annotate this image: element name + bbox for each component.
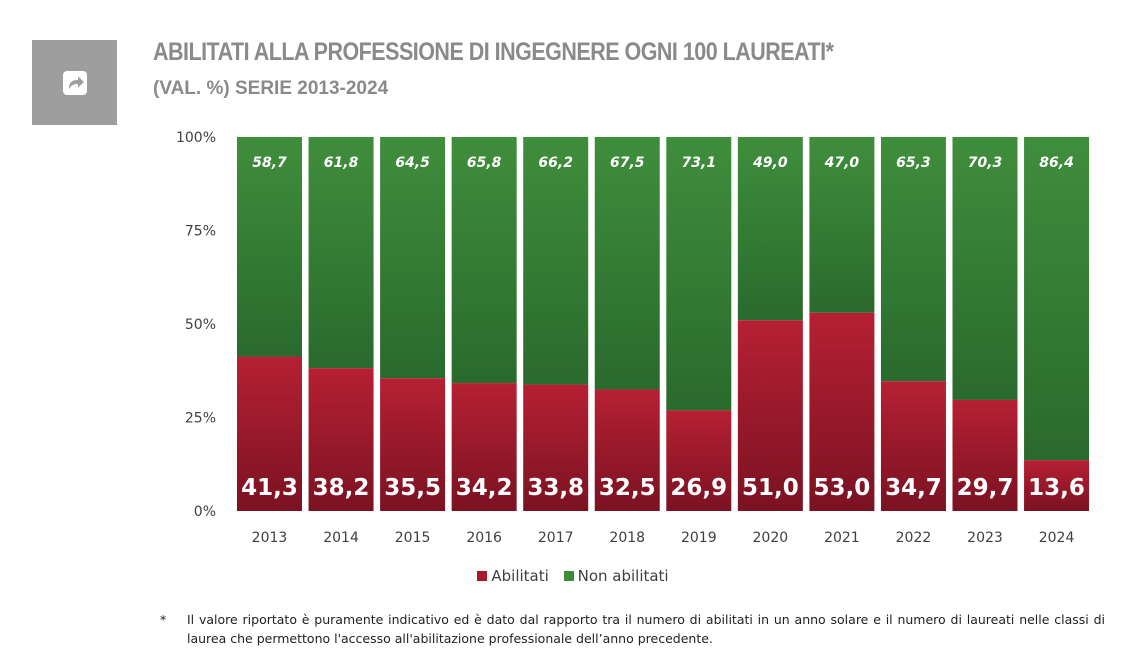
x-tick-label-2021: 2021 <box>824 530 860 546</box>
x-tick-label-2019: 2019 <box>681 530 717 546</box>
bar-abilitati-2021 <box>809 312 875 511</box>
footnote-marker: * <box>160 612 167 627</box>
data-label-non-abilitati-2016: 65,8 <box>467 155 502 171</box>
chart-title: ABILITATI ALLA PROFESSIONE DI INGEGNERE … <box>153 38 834 66</box>
bar-abilitati-2019 <box>666 410 732 511</box>
bar-non-abilitati-2022 <box>880 137 946 382</box>
footnote: * Il valore riportato è puramente indica… <box>160 610 1105 648</box>
x-tick-label-2017: 2017 <box>538 530 574 546</box>
bar-non-abilitati-2023 <box>952 137 1018 400</box>
data-label-non-abilitati-2013: 58,7 <box>252 155 287 171</box>
data-label-abilitati-2015: 35,5 <box>384 475 441 501</box>
bar-non-abilitati-2013 <box>237 137 302 357</box>
bar-abilitati-2023 <box>952 399 1018 511</box>
data-label-abilitati-2016: 34,2 <box>456 475 513 501</box>
y-tick-label: 75% <box>185 224 216 240</box>
y-tick-label: 25% <box>185 411 216 427</box>
data-label-non-abilitati-2022: 65,3 <box>896 155 931 171</box>
y-tick-label: 50% <box>185 317 216 333</box>
data-label-abilitati-2018: 32,5 <box>599 475 656 501</box>
bar-abilitati-2020 <box>737 320 803 511</box>
data-label-non-abilitati-2023: 70,3 <box>968 155 1003 171</box>
bar-non-abilitati-2021 <box>809 137 875 313</box>
chart-legend: Abilitati Non abilitati <box>0 567 1146 585</box>
bar-abilitati-2013 <box>237 356 302 511</box>
bar-non-abilitati-2017 <box>523 137 589 385</box>
data-label-non-abilitati-2015: 64,5 <box>395 155 430 171</box>
x-tick-label-2023: 2023 <box>967 530 1003 546</box>
bar-non-abilitati-2016 <box>451 137 517 384</box>
bar-abilitati-2018 <box>594 389 660 511</box>
bar-abilitati-2014 <box>308 368 374 511</box>
bar-abilitati-2015 <box>380 378 446 511</box>
data-label-abilitati-2019: 26,9 <box>670 475 727 501</box>
data-label-non-abilitati-2017: 66,2 <box>538 155 573 171</box>
bar-non-abilitati-2020 <box>737 137 803 321</box>
bar-non-abilitati-2015 <box>380 137 446 379</box>
data-label-non-abilitati-2024: 86,4 <box>1039 155 1074 171</box>
legend-swatch-abilitati <box>477 571 488 581</box>
bar-non-abilitati-2014 <box>308 137 374 369</box>
data-label-abilitati-2022: 34,7 <box>885 475 942 501</box>
legend-item-abilitati: Abilitati <box>477 567 549 585</box>
bar-abilitati-2016 <box>451 383 517 511</box>
legend-label-abilitati: Abilitati <box>491 567 549 585</box>
x-tick-label-2018: 2018 <box>609 530 645 546</box>
y-tick-label: 100% <box>176 130 216 146</box>
data-label-abilitati-2020: 51,0 <box>742 475 799 501</box>
bar-non-abilitati-2018 <box>594 137 660 390</box>
x-tick-label-2016: 2016 <box>466 530 502 546</box>
data-label-non-abilitati-2020: 49,0 <box>752 155 788 171</box>
bar-abilitati-2024 <box>1024 460 1090 511</box>
data-label-abilitati-2013: 41,3 <box>241 475 298 501</box>
x-tick-label-2014: 2014 <box>323 530 359 546</box>
x-tick-label-2015: 2015 <box>395 530 431 546</box>
bar-abilitati-2022 <box>880 381 946 511</box>
chart-subtitle: (VAL. %) SERIE 2013-2024 <box>153 78 389 99</box>
stacked-bar-chart: 0% 25% 50% 75% 100% 2013 2014 2015 2016 2017 2018 2… <box>176 130 1090 546</box>
footnote-text: Il valore riportato è puramente indicati… <box>187 612 1105 646</box>
y-tick-label: 0% <box>194 504 216 520</box>
x-tick-label-2022: 2022 <box>896 530 932 546</box>
data-label-non-abilitati-2021: 47,0 <box>824 155 860 171</box>
x-tick-label-2020: 2020 <box>753 530 789 546</box>
legend-swatch-non-abilitati <box>563 571 574 581</box>
data-label-non-abilitati-2018: 67,5 <box>610 155 645 171</box>
bar-non-abilitati-2024 <box>1024 137 1090 461</box>
x-tick-label-2024: 2024 <box>1039 530 1075 546</box>
data-label-abilitati-2023: 29,7 <box>957 475 1014 501</box>
data-label-abilitati-2021: 53,0 <box>814 475 871 501</box>
bar-non-abilitati-2019 <box>666 137 732 411</box>
legend-label-non-abilitati: Non abilitati <box>577 567 669 585</box>
data-label-non-abilitati-2019: 73,1 <box>682 155 717 171</box>
x-tick-label-2013: 2013 <box>252 530 288 546</box>
share-button[interactable] <box>32 40 117 125</box>
data-label-non-abilitati-2014: 61,8 <box>324 155 359 171</box>
legend-item-non-abilitati: Non abilitati <box>563 567 669 585</box>
bar-abilitati-2017 <box>523 384 589 511</box>
data-label-abilitati-2014: 38,2 <box>313 475 370 501</box>
data-label-abilitati-2024: 13,6 <box>1028 475 1085 501</box>
share-arrow-icon <box>62 70 87 95</box>
data-label-abilitati-2017: 33,8 <box>527 475 584 501</box>
